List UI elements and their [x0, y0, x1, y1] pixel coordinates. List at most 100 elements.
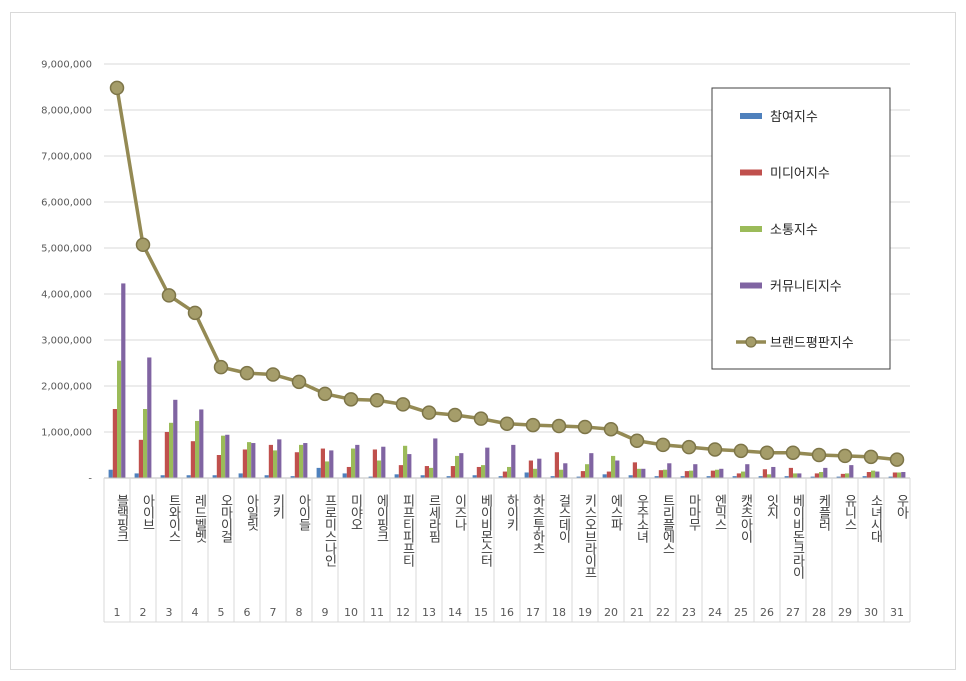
rank-label: 22 — [656, 606, 670, 619]
legend-swatch — [740, 169, 762, 176]
line-point-7 — [265, 367, 281, 382]
bar-1-4 — [186, 475, 191, 478]
line-point-27 — [785, 445, 801, 460]
rank-label: 13 — [422, 606, 436, 619]
bar-1-18 — [550, 476, 555, 478]
bar-1-31 — [888, 476, 893, 478]
bar-1-22 — [654, 476, 659, 478]
y-tick-label: 8,000,000 — [41, 106, 92, 117]
bar-2-22 — [658, 470, 663, 478]
bar-1-9 — [316, 467, 321, 478]
bar-4-5 — [225, 434, 230, 478]
legend-label: 브랜드평판지수 — [770, 336, 854, 351]
bar-3-31 — [897, 472, 902, 478]
line-point-5 — [213, 359, 229, 375]
bar-3-26 — [767, 474, 772, 478]
bar-2-3 — [164, 432, 169, 478]
line-point-29 — [837, 448, 853, 464]
category-label: 미야오 — [348, 494, 363, 530]
bar-2-29 — [840, 473, 845, 478]
bar-2-17 — [528, 460, 533, 478]
category-label: 유니스 — [842, 494, 857, 530]
rank-label: 4 — [192, 606, 199, 619]
bar-1-14 — [446, 476, 451, 478]
rank-label: 25 — [734, 606, 748, 619]
bar-3-6 — [247, 442, 252, 478]
bar-2-27 — [788, 467, 793, 478]
legend-label: 미디어지수 — [770, 167, 830, 182]
category-label: 케플러 — [816, 494, 831, 531]
bar-4-27 — [797, 473, 802, 478]
bar-2-18 — [554, 452, 559, 478]
bar-1-21 — [628, 475, 633, 478]
category-label: 아이브 — [140, 494, 155, 530]
bar-4-19 — [589, 453, 594, 478]
rank-label: 7 — [270, 606, 277, 619]
category-label: 트리플에스 — [660, 494, 675, 554]
rank-label: 6 — [244, 606, 251, 619]
category-label: 마마무 — [686, 494, 701, 531]
rank-label: 26 — [760, 606, 774, 619]
bar-2-26 — [762, 469, 767, 478]
line-point-4 — [187, 305, 203, 321]
bar-2-30 — [866, 472, 871, 478]
bar-3-29 — [845, 473, 850, 478]
bar-3-24 — [715, 469, 720, 478]
bar-4-10 — [355, 444, 360, 478]
bar-3-20 — [611, 455, 616, 478]
line-point-6 — [239, 365, 255, 381]
y-tick-label: 6,000,000 — [41, 198, 92, 209]
rank-label: 20 — [604, 606, 618, 619]
bar-4-9 — [329, 450, 334, 478]
bar-1-8 — [290, 476, 295, 478]
bar-4-4 — [199, 409, 204, 478]
line-point-18 — [551, 418, 567, 434]
bar-2-24 — [710, 470, 715, 478]
bar-4-7 — [277, 439, 282, 478]
bar-4-1 — [121, 283, 126, 478]
bar-3-22 — [663, 469, 668, 478]
bar-3-18 — [559, 469, 564, 478]
bar-2-13 — [424, 466, 429, 478]
legend-label: 커뮤니티지수 — [770, 280, 842, 295]
y-tick-label: 9,000,000 — [41, 60, 92, 71]
bar-2-28 — [814, 473, 819, 478]
rank-label: 9 — [322, 606, 329, 619]
line-point-24 — [707, 442, 723, 457]
category-label: 프로미스나인 — [322, 494, 337, 567]
bar-4-8 — [303, 443, 308, 478]
bar-3-1 — [117, 360, 122, 478]
bar-4-29 — [849, 465, 854, 478]
category-label: 에스파 — [608, 494, 623, 531]
line-point-25 — [733, 443, 749, 459]
line-point-2 — [135, 237, 151, 253]
bar-2-4 — [190, 441, 195, 478]
bar-4-30 — [875, 471, 880, 478]
legend-swatch — [740, 282, 762, 289]
bar-4-13 — [433, 438, 438, 478]
bar-3-13 — [429, 467, 434, 478]
y-tick-label: 2,000,000 — [41, 382, 92, 393]
bar-3-2 — [143, 409, 148, 478]
legend-swatch — [740, 113, 762, 119]
category-label: 걸스데이 — [556, 494, 571, 543]
category-label: 베이비돈크라이 — [790, 494, 805, 579]
bar-3-10 — [351, 448, 356, 478]
rank-label: 24 — [708, 606, 722, 619]
bar-1-10 — [342, 473, 347, 478]
line-point-8 — [291, 374, 307, 390]
category-label: 오마이걸 — [218, 494, 233, 543]
bar-3-25 — [741, 471, 746, 478]
line-point-14 — [447, 407, 463, 423]
bar-1-3 — [160, 475, 165, 478]
rank-label: 19 — [578, 606, 592, 619]
rank-label: 12 — [396, 606, 410, 619]
bar-1-30 — [862, 476, 867, 478]
bar-4-23 — [693, 464, 698, 478]
bar-4-25 — [745, 464, 750, 478]
rank-label: 29 — [838, 606, 852, 619]
category-label: 키키 — [270, 494, 285, 519]
line-point-19 — [577, 419, 593, 435]
category-label: 아일릿 — [244, 494, 259, 531]
bar-2-19 — [580, 471, 585, 478]
